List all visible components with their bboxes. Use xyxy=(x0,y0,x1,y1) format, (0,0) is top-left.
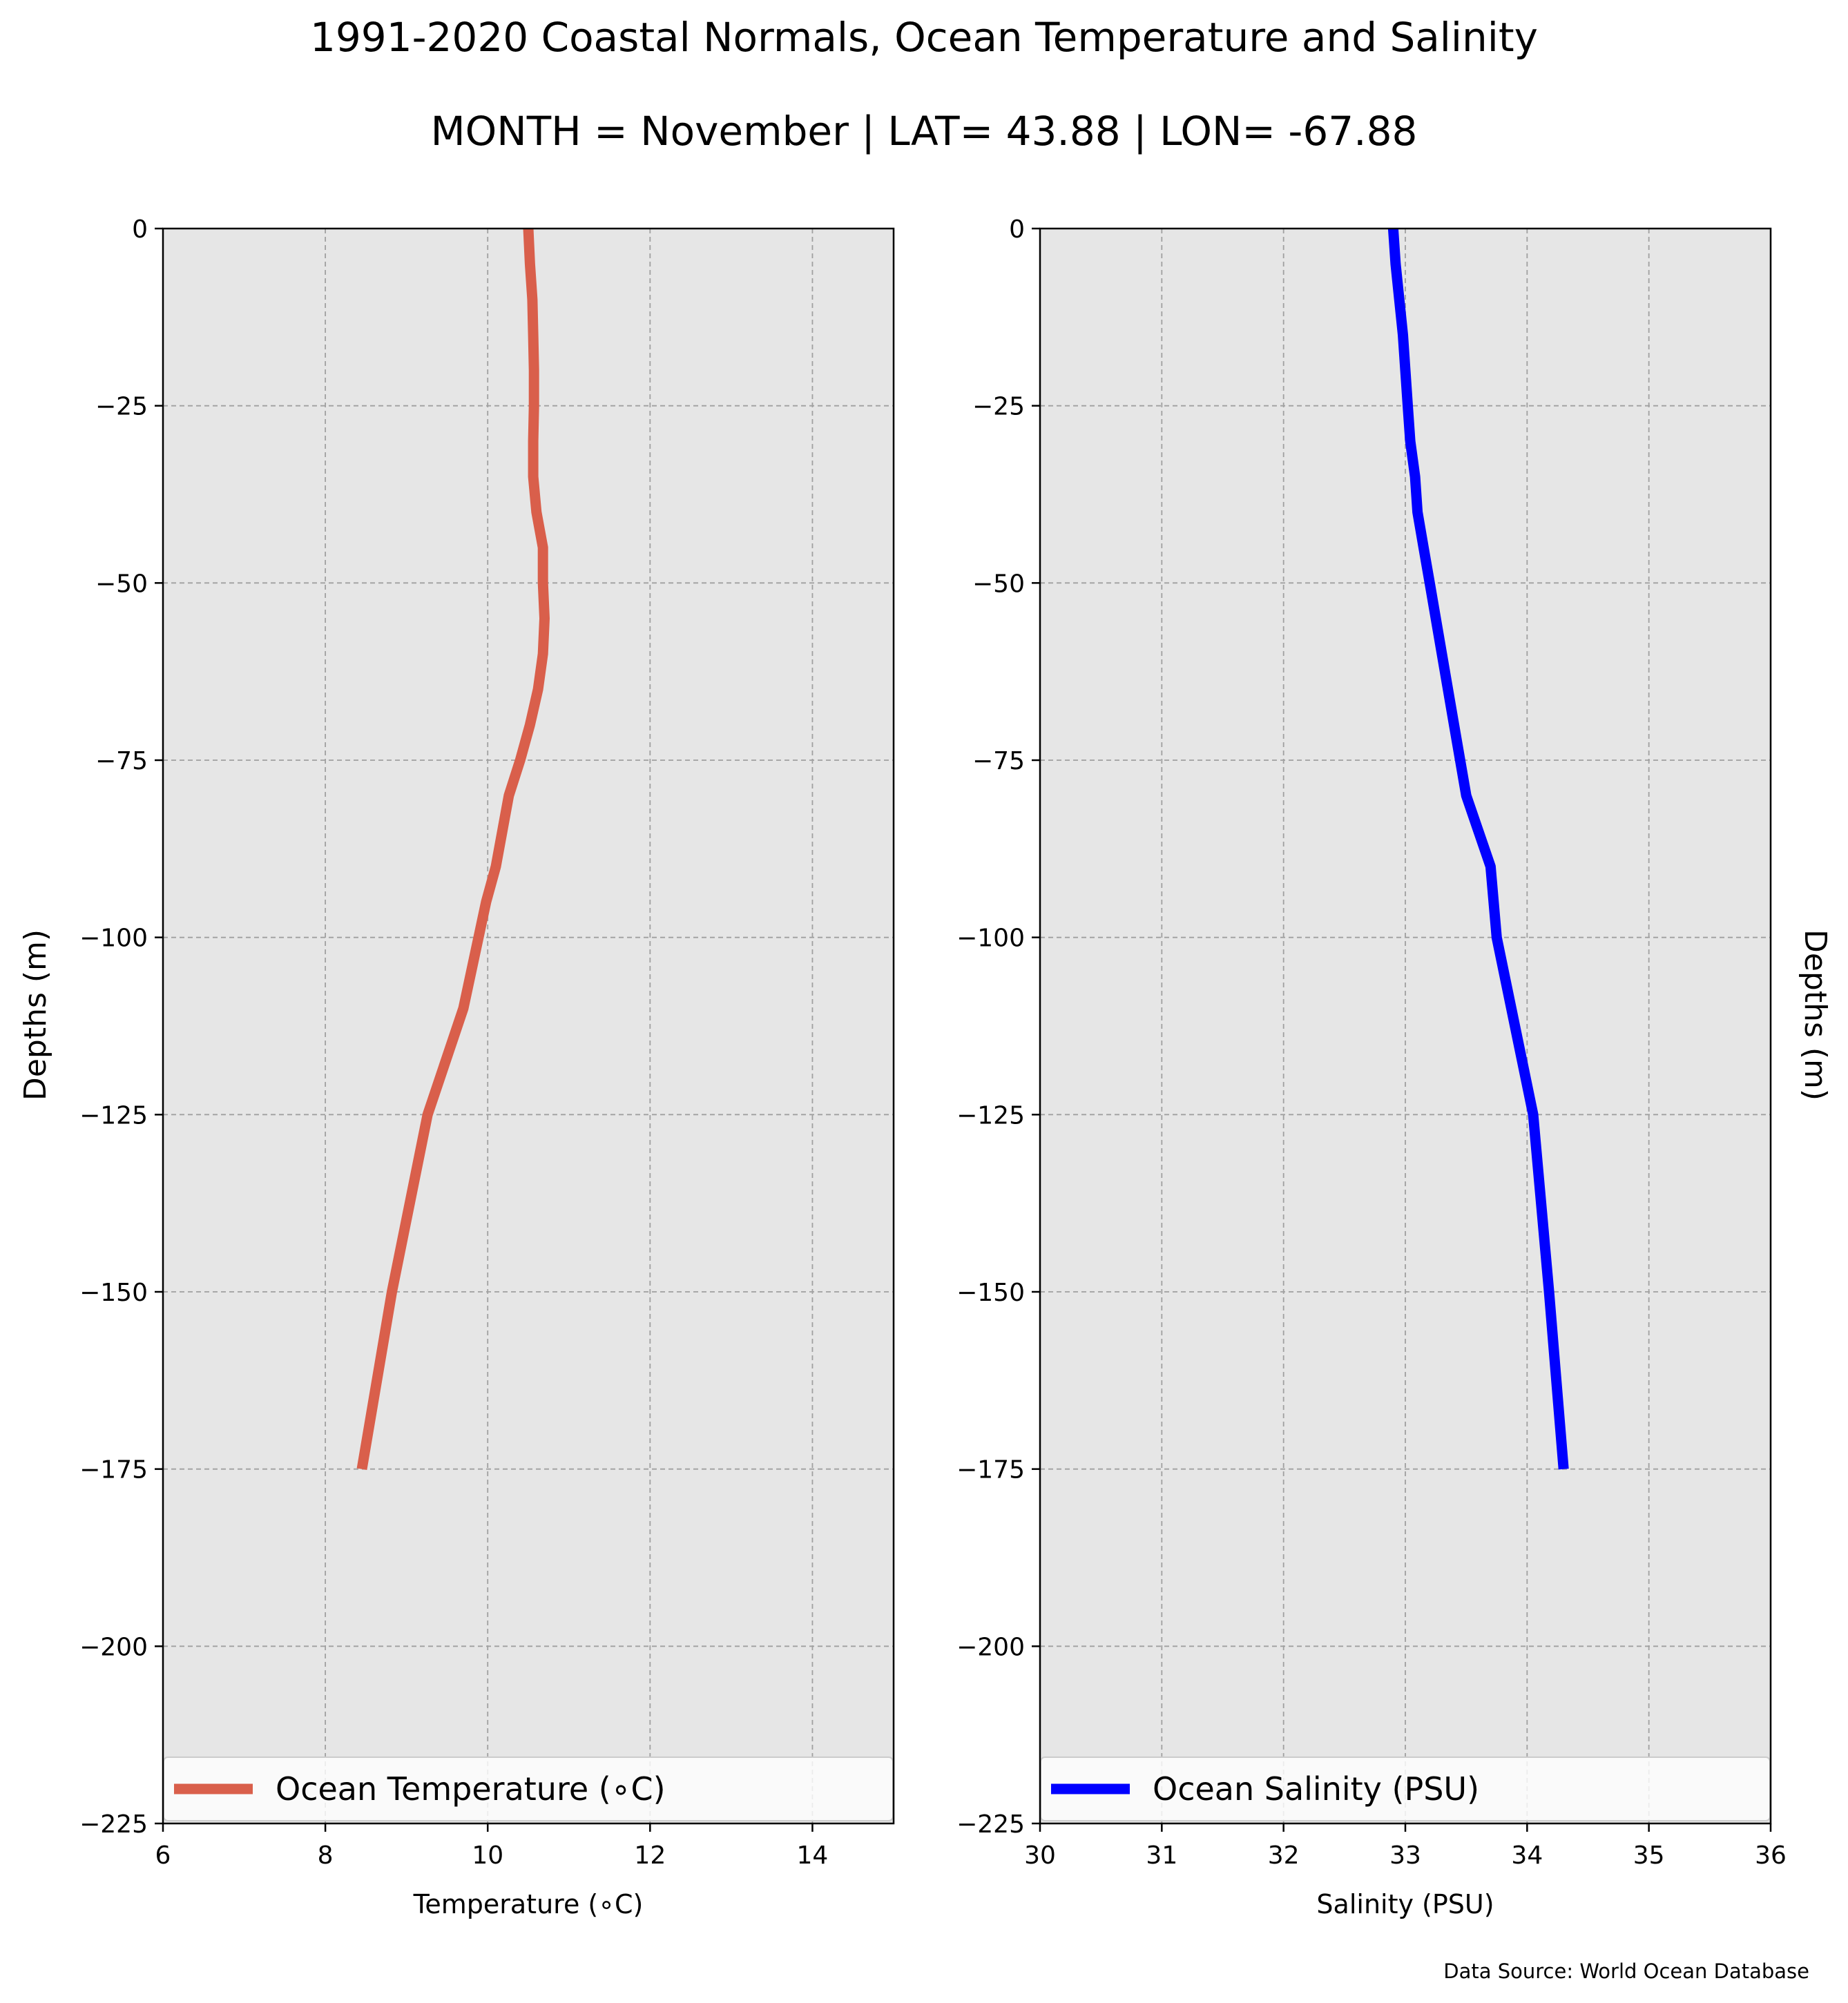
right-y-axis-label: Depths (m) xyxy=(1798,929,1833,1101)
temperature-x-tick-label: 14 xyxy=(797,1841,829,1870)
salinity-y-tick-label: −150 xyxy=(956,1279,1025,1307)
salinity-panel: Ocean Salinity (PSU) 30 31 32 33 34 35 36 0 −25 −5… xyxy=(956,215,1787,1919)
salinity-x-axis-label: Salinity (PSU) xyxy=(1316,1889,1494,1919)
temperature-axes-frame xyxy=(162,227,895,1825)
salinity-y-tick-label: −200 xyxy=(956,1633,1025,1661)
temperature-x-tick-label: 10 xyxy=(472,1841,503,1870)
left-y-axis-label: Depths (m) xyxy=(18,929,53,1101)
temperature-x-tick-label: 8 xyxy=(318,1841,334,1870)
temperature-y-tick-label: −100 xyxy=(79,925,148,953)
salinity-x-tick-label: 35 xyxy=(1633,1841,1665,1870)
salinity-x-tick-label: 33 xyxy=(1389,1841,1421,1870)
salinity-x-tick-label: 31 xyxy=(1146,1841,1177,1870)
salinity-y-tick-label: −25 xyxy=(972,393,1025,421)
temperature-y-tick-label: −200 xyxy=(79,1633,148,1661)
temperature-plot-background xyxy=(163,229,894,1823)
salinity-y-tick-label: −125 xyxy=(956,1101,1025,1130)
temperature-y-tick-label: −75 xyxy=(95,747,148,775)
chart-title: 1991-2020 Coastal Normals, Ocean Tempera… xyxy=(310,14,1538,61)
temperature-x-axis-label: Temperature (∘C) xyxy=(413,1889,644,1919)
temperature-series-line xyxy=(356,228,550,1470)
temperature-y-tick-label: 0 xyxy=(132,215,148,244)
chart-subtitle: MONTH = November | LAT= 43.88 | LON= -67… xyxy=(431,108,1418,155)
temperature-y-tick-label: −50 xyxy=(95,570,148,598)
salinity-legend-label: Ocean Salinity (PSU) xyxy=(1153,1770,1479,1808)
salinity-x-tick-label: 34 xyxy=(1511,1841,1543,1870)
temperature-x-tick-label: 12 xyxy=(634,1841,666,1870)
salinity-y-tick-label: −225 xyxy=(956,1810,1025,1839)
data-source-note: Data Source: World Ocean Database xyxy=(1443,1960,1809,1983)
salinity-series-line xyxy=(1387,228,1569,1470)
temperature-panel: Ocean Temperature (∘C) 6 8 10 12 14 0 −25 −50 −75… xyxy=(79,215,895,1919)
salinity-x-tick-label: 32 xyxy=(1268,1841,1300,1870)
temperature-x-tick-label: 6 xyxy=(155,1841,171,1870)
salinity-y-tick-label: −75 xyxy=(972,747,1025,775)
salinity-y-tick-label: −50 xyxy=(972,570,1025,598)
salinity-x-tick-label: 36 xyxy=(1755,1841,1787,1870)
temperature-y-tick-label: −175 xyxy=(79,1456,148,1484)
salinity-x-tick-label: 30 xyxy=(1024,1841,1056,1870)
temperature-legend-label: Ocean Temperature (∘C) xyxy=(276,1770,666,1808)
salinity-y-tick-label: −100 xyxy=(956,925,1025,953)
temperature-y-tick-label: −25 xyxy=(95,393,148,421)
temperature-y-tick-label: −125 xyxy=(79,1101,148,1130)
temperature-y-tick-label: −225 xyxy=(79,1810,148,1839)
salinity-y-tick-label: 0 xyxy=(1009,215,1025,244)
temperature-y-tick-label: −150 xyxy=(79,1279,148,1307)
salinity-y-tick-label: −175 xyxy=(956,1456,1025,1484)
